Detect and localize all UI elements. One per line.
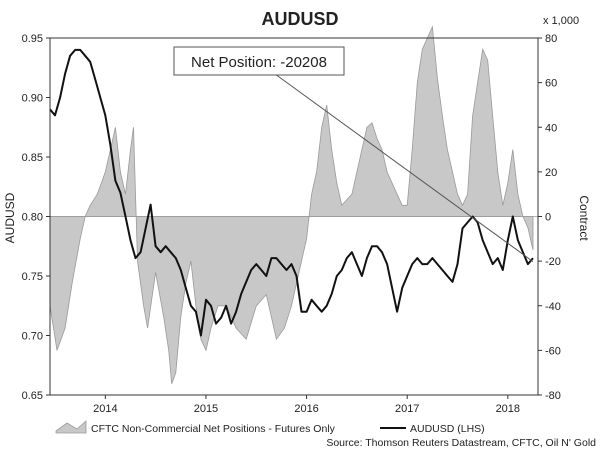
left-axis-tick-label: 0.75 [22, 271, 43, 283]
annotation-box [173, 46, 345, 76]
x-axis-tick-label: 2017 [395, 403, 419, 415]
annotation-text: Net Position: -20208 [191, 54, 327, 71]
source-note: Source: Thomson Reuters Datastream, CFTC… [326, 437, 596, 449]
legend-label-audusd: AUDUSD (LHS) [410, 423, 485, 435]
left-axis-label: AUDUSD [3, 192, 17, 243]
left-axis-tick-label: 0.85 [22, 152, 43, 164]
x-axis-tick-label: 2018 [496, 403, 520, 415]
right-axis-tick-label: 0 [545, 212, 551, 224]
right-axis-unit-note: x 1,000 [543, 15, 579, 27]
right-axis-tick-label: -40 [545, 301, 561, 313]
right-axis-tick-label: 80 [545, 33, 557, 45]
legend-swatch-net-positions [55, 420, 87, 434]
net-position-annotation: Net Position: -20208 [173, 46, 534, 263]
series-net-positions-area [49, 25, 534, 384]
left-axis-tick-label: 0.95 [22, 33, 43, 45]
x-axis-tick-label: 2016 [294, 403, 318, 415]
right-axis-tick-label: 20 [545, 167, 557, 179]
right-axis-tick-label: -80 [545, 390, 561, 402]
right-axis-label: Contract [577, 195, 591, 241]
left-axis-tick-label: 0.70 [22, 331, 43, 343]
chart-title: AUDUSD [261, 9, 338, 29]
legend: CFTC Non-Commercial Net Positions - Futu… [55, 420, 485, 435]
axes: 0.95 0.90 0.85 0.80 0.75 0.70 0.65 80 60 40 20 0 -20… [22, 33, 561, 415]
right-axis-tick-label: -20 [545, 256, 561, 268]
plot-area [49, 25, 538, 384]
left-axis-tick-label: 0.90 [22, 93, 43, 105]
right-axis-tick-label: 40 [545, 122, 557, 134]
left-axis-tick-label: 0.65 [22, 390, 43, 402]
x-axis-tick-label: 2014 [93, 403, 117, 415]
right-axis-tick-label: 60 [545, 78, 557, 90]
series-audusd-line [49, 48, 534, 337]
left-axis-tick-label: 0.80 [22, 212, 43, 224]
annotation-leader-line [274, 73, 534, 263]
x-axis-tick-label: 2015 [194, 403, 218, 415]
right-axis-tick-label: -60 [545, 345, 561, 357]
legend-label-net-positions: CFTC Non-Commercial Net Positions - Futu… [91, 423, 336, 435]
